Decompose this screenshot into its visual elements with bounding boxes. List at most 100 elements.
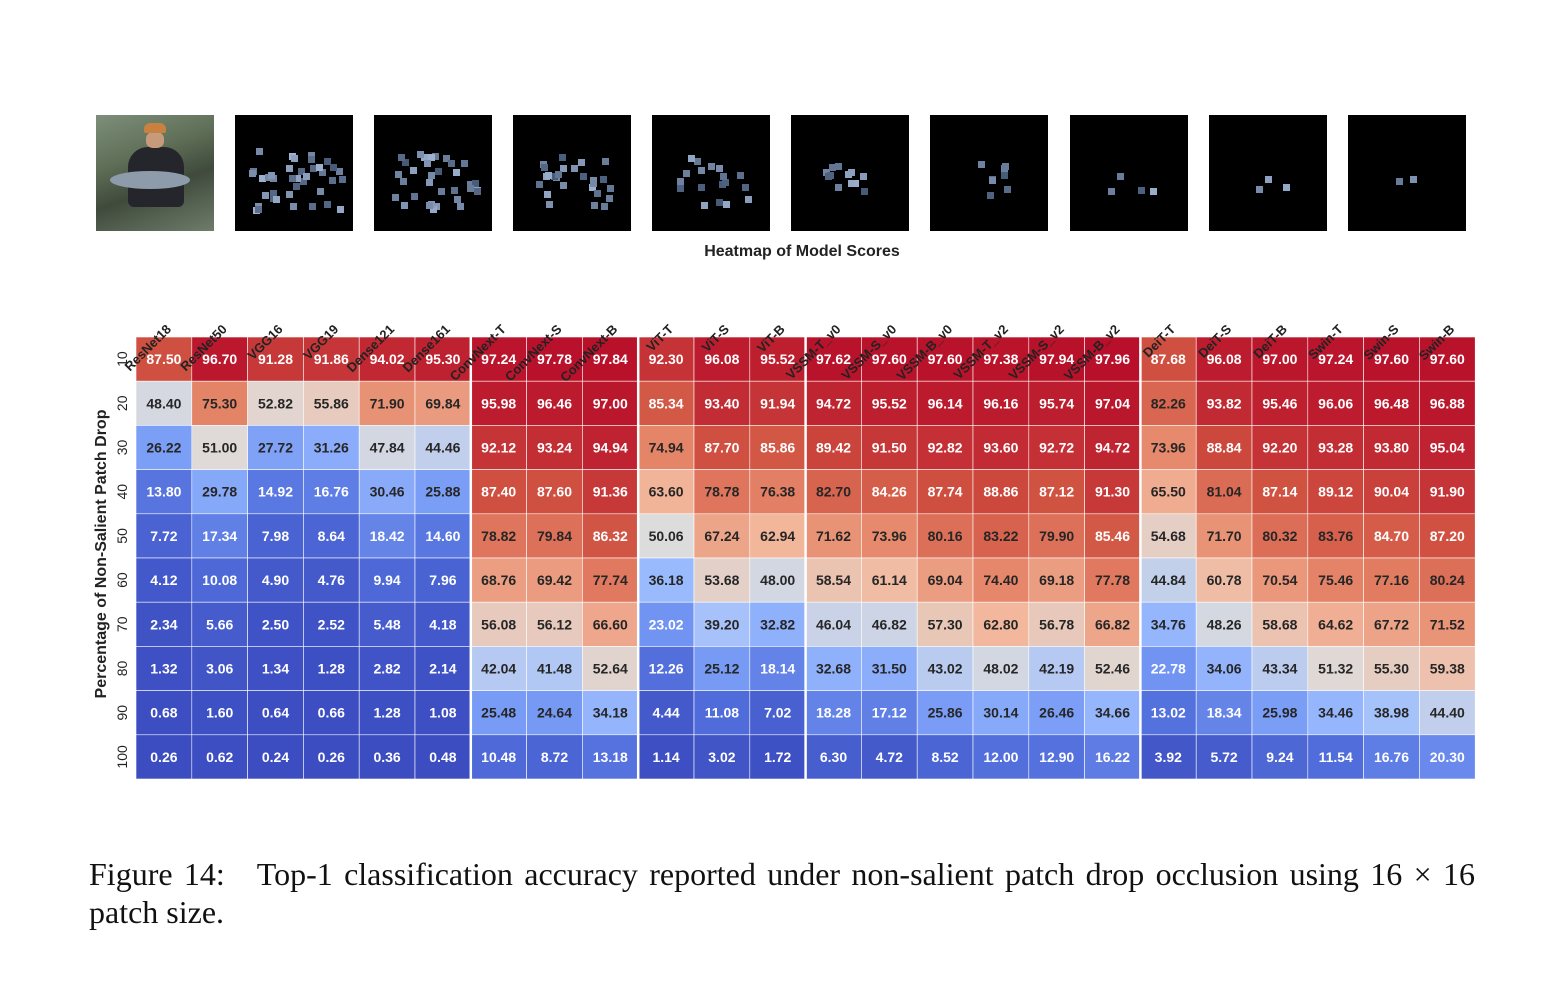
heatmap-cell (1195, 425, 1253, 470)
heatmap-cell (526, 601, 583, 647)
heatmap-cell (358, 734, 416, 780)
cell-value-label: 10.08 (202, 572, 237, 588)
cell-value-label: 51.32 (1318, 661, 1353, 677)
cell-value-label: 60.78 (1207, 572, 1242, 588)
cell-value-label: 16.76 (1374, 749, 1409, 765)
cell-value-label: 73.96 (1151, 440, 1186, 456)
cell-value-label: 71.90 (370, 395, 405, 411)
heatmap-cell (1419, 336, 1476, 382)
cell-value-label: 74.40 (983, 572, 1018, 588)
cell-value-label: 69.42 (537, 572, 572, 588)
cell-value-label: 74.94 (649, 440, 684, 456)
cell-value-label: 94.94 (593, 440, 628, 456)
heatmap-cell (1419, 557, 1476, 603)
cell-value-label: 6.30 (820, 749, 847, 765)
visible-patch (410, 167, 417, 174)
cell-value-label: 81.04 (1207, 484, 1242, 500)
visible-patch (324, 158, 331, 165)
heatmap-cell (805, 513, 862, 559)
visible-patch (694, 158, 701, 165)
heatmap-cell (358, 690, 416, 736)
cell-value-label: 41.48 (537, 661, 572, 677)
row-label: 50 (114, 528, 130, 544)
cell-value-label: 14.92 (258, 484, 293, 500)
visible-patch (594, 190, 601, 197)
heatmap-cell (1307, 690, 1364, 736)
visible-patch (1117, 173, 1124, 180)
visible-patch (392, 194, 399, 201)
heatmap-cell (1028, 646, 1085, 691)
cell-value-label: 16.76 (314, 484, 349, 500)
visible-patch (559, 154, 566, 161)
heatmap-cell (358, 513, 416, 559)
heatmap-cell (861, 336, 918, 382)
cell-value-label: 12.90 (1039, 749, 1074, 765)
cell-value-label: 76.38 (760, 484, 795, 500)
heatmap-cell (414, 336, 472, 382)
cell-value-label: 77.78 (1095, 572, 1130, 588)
heatmap-cell (916, 646, 974, 691)
heatmap-cell (358, 336, 416, 382)
cell-value-label: 91.36 (593, 484, 628, 500)
cell-value-label: 17.12 (872, 705, 907, 721)
heatmap-cell (637, 557, 695, 603)
visible-patch (601, 203, 608, 210)
cell-value-label: 9.94 (373, 572, 400, 588)
cell-value-label: 65.50 (1151, 484, 1186, 500)
cell-value-label: 31.26 (314, 440, 349, 456)
heatmap-cell (637, 734, 695, 780)
cell-value-label: 96.48 (1374, 395, 1409, 411)
occluded-image-30 (513, 115, 631, 231)
visible-patch (860, 173, 867, 180)
heatmap-cell (1251, 513, 1309, 559)
visible-patch (591, 202, 598, 209)
cell-value-label: 0.64 (262, 705, 289, 721)
heatmap-cell (1363, 601, 1420, 647)
visible-patch (308, 156, 315, 163)
heatmap-cell (1419, 601, 1476, 647)
visible-patch (978, 161, 985, 168)
cell-value-label: 43.34 (1262, 661, 1297, 677)
cell-value-label: 44.46 (425, 440, 460, 456)
heatmap-cell (1195, 601, 1253, 647)
visible-patch (303, 173, 310, 180)
heatmap-cell (191, 336, 248, 382)
cell-value-label: 94.02 (370, 351, 405, 367)
cell-value-label: 93.40 (704, 395, 739, 411)
cell-value-label: 91.94 (760, 395, 795, 411)
heatmap-chart: 87.50 96.70 91.28 91.86 94.02 95.30 97.24 97.78… (93, 321, 1476, 780)
heatmap-cell (470, 469, 527, 515)
visible-patch (268, 172, 275, 179)
visible-patch (835, 184, 842, 191)
heatmap-cell (1307, 601, 1364, 647)
cell-value-label: 87.70 (704, 440, 739, 456)
heatmap-cell (247, 425, 304, 470)
visible-patch (270, 190, 277, 197)
heatmap-cell (1140, 380, 1197, 426)
occluded-image-20 (374, 115, 492, 231)
heatmap-cell (1419, 380, 1476, 426)
visible-patch (848, 169, 855, 176)
occluded-image-10 (235, 115, 353, 231)
visible-patch (989, 177, 996, 184)
visible-patch (402, 159, 409, 166)
figure-caption: Figure 14: Top-1 classification accuracy… (89, 856, 1475, 930)
cell-value-label: 95.52 (760, 351, 795, 367)
chart-title: Heatmap of Model Scores (704, 243, 900, 260)
cell-value-label: 97.00 (1262, 351, 1297, 367)
heatmap-cell (1251, 469, 1309, 515)
cell-value-label: 91.86 (314, 351, 349, 367)
heatmap-cell (1251, 425, 1309, 470)
cell-value-label: 93.24 (537, 440, 572, 456)
heatmap-cell (247, 336, 304, 382)
heatmap-cell (1251, 557, 1309, 603)
heatmap-cell (247, 601, 304, 647)
heatmap-cell (582, 380, 639, 426)
cell-value-label: 1.28 (318, 661, 345, 677)
heatmap-cell (637, 425, 695, 470)
heatmap-cell (916, 690, 974, 736)
visible-patch (848, 180, 855, 187)
visible-patch (544, 191, 551, 198)
cell-value-label: 94.72 (816, 395, 851, 411)
heatmap-cell (1084, 425, 1141, 470)
